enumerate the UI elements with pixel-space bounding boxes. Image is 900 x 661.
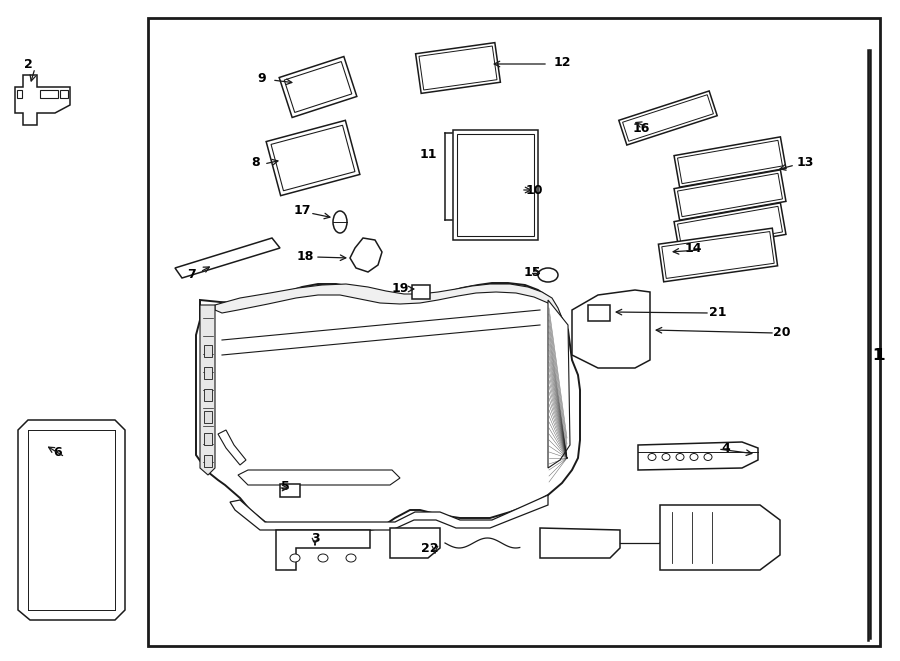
- Bar: [659, 228, 778, 282]
- Polygon shape: [390, 528, 440, 558]
- Polygon shape: [540, 528, 620, 558]
- Text: 19: 19: [392, 282, 409, 295]
- Bar: [280, 484, 300, 497]
- Ellipse shape: [333, 211, 347, 233]
- Bar: [204, 411, 212, 423]
- Polygon shape: [18, 420, 125, 620]
- Bar: [678, 140, 782, 184]
- Text: 14: 14: [684, 241, 702, 254]
- Text: 13: 13: [796, 157, 814, 169]
- Text: 8: 8: [252, 157, 260, 169]
- Bar: [412, 285, 430, 299]
- Polygon shape: [660, 505, 780, 570]
- Text: 12: 12: [554, 56, 571, 69]
- Text: 4: 4: [722, 442, 731, 455]
- Bar: [678, 173, 782, 217]
- Ellipse shape: [676, 453, 684, 461]
- Ellipse shape: [648, 453, 656, 461]
- Text: 3: 3: [310, 531, 320, 545]
- Bar: [266, 120, 360, 196]
- Polygon shape: [230, 495, 548, 530]
- Bar: [674, 203, 786, 253]
- Bar: [588, 305, 610, 321]
- Bar: [284, 61, 352, 112]
- Text: 5: 5: [281, 481, 290, 494]
- Bar: [204, 367, 212, 379]
- Text: 10: 10: [526, 184, 543, 196]
- Polygon shape: [218, 430, 246, 465]
- Bar: [623, 95, 714, 141]
- Bar: [204, 345, 212, 357]
- Text: 16: 16: [633, 122, 650, 134]
- Text: 20: 20: [773, 327, 791, 340]
- Bar: [204, 433, 212, 445]
- Polygon shape: [215, 284, 562, 325]
- Text: 6: 6: [54, 446, 62, 459]
- Bar: [619, 91, 717, 145]
- Ellipse shape: [290, 554, 300, 562]
- Ellipse shape: [346, 554, 356, 562]
- Text: 17: 17: [293, 204, 310, 217]
- Polygon shape: [638, 442, 758, 470]
- Text: 1: 1: [873, 348, 883, 362]
- Polygon shape: [15, 75, 70, 125]
- Ellipse shape: [690, 453, 698, 461]
- Bar: [204, 389, 212, 401]
- Bar: [419, 46, 497, 90]
- Ellipse shape: [662, 453, 670, 461]
- Bar: [40, 90, 58, 98]
- Bar: [674, 137, 786, 187]
- Bar: [148, 18, 880, 646]
- Bar: [204, 455, 212, 467]
- Text: 21: 21: [709, 307, 727, 319]
- Bar: [662, 231, 774, 278]
- Bar: [453, 130, 537, 240]
- Bar: [271, 125, 355, 191]
- Polygon shape: [175, 238, 280, 278]
- Bar: [416, 42, 500, 93]
- Bar: [17, 90, 22, 98]
- Bar: [456, 134, 534, 236]
- Bar: [279, 57, 356, 118]
- Polygon shape: [200, 305, 215, 475]
- Text: 9: 9: [257, 71, 266, 85]
- Polygon shape: [196, 283, 580, 532]
- Polygon shape: [238, 470, 400, 485]
- Text: 18: 18: [296, 251, 314, 264]
- Text: 7: 7: [187, 268, 196, 282]
- Text: 1: 1: [875, 348, 886, 362]
- Ellipse shape: [704, 453, 712, 461]
- Text: 2: 2: [23, 59, 32, 71]
- Polygon shape: [548, 300, 570, 468]
- Ellipse shape: [538, 268, 558, 282]
- Polygon shape: [276, 530, 370, 570]
- Polygon shape: [350, 238, 382, 272]
- Bar: [674, 170, 786, 220]
- Polygon shape: [572, 290, 650, 368]
- Text: 22: 22: [421, 541, 439, 555]
- Ellipse shape: [318, 554, 328, 562]
- Text: 15: 15: [523, 266, 541, 278]
- Bar: [60, 90, 68, 98]
- Text: 11: 11: [419, 149, 436, 161]
- Bar: [678, 206, 782, 250]
